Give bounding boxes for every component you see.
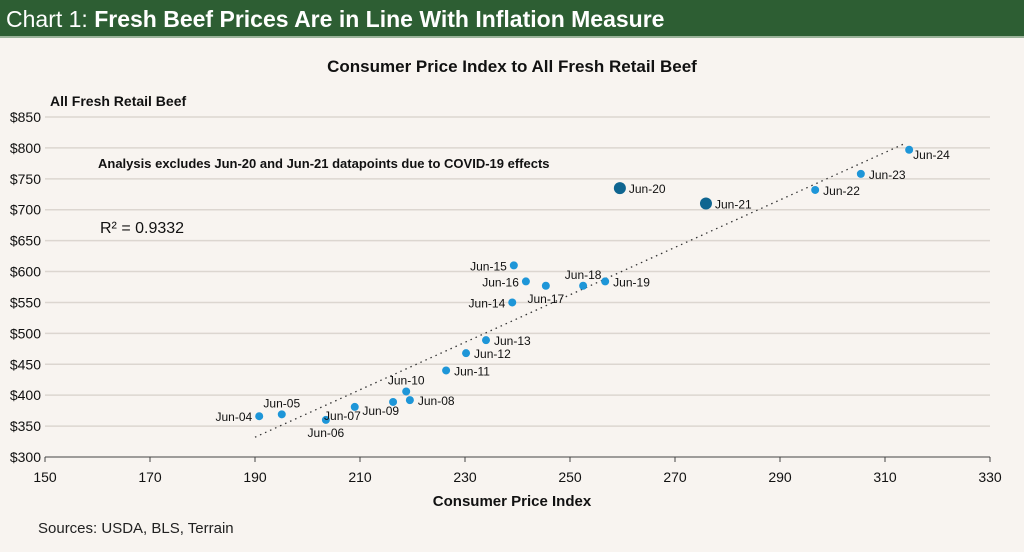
x-tick-label: 210 xyxy=(348,469,372,485)
data-point xyxy=(856,169,865,178)
data-label: Jun-24 xyxy=(913,148,950,162)
sources-note: Sources: USDA, BLS, Terrain xyxy=(38,520,234,537)
chart-title: Consumer Price Index to All Fresh Retail… xyxy=(327,57,697,76)
x-tick-label: 150 xyxy=(33,469,57,485)
x-tick-label: 190 xyxy=(243,469,267,485)
y-tick-label: $400 xyxy=(10,387,41,403)
data-label: Jun-08 xyxy=(418,394,455,408)
data-point xyxy=(541,281,550,290)
data-label: Jun-16 xyxy=(482,275,519,289)
data-point xyxy=(462,349,471,358)
y-tick-label: $550 xyxy=(10,294,41,310)
y-tick-label: $500 xyxy=(10,325,41,341)
data-label: Jun-10 xyxy=(388,373,425,387)
data-label: Jun-05 xyxy=(263,396,300,410)
y-tick-label: $800 xyxy=(10,140,41,156)
data-label: Jun-09 xyxy=(362,404,399,418)
x-axis-label: Consumer Price Index xyxy=(433,493,592,510)
x-tick-label: 250 xyxy=(558,469,582,485)
r-squared-label: R² = 0.9332 xyxy=(100,220,184,237)
data-point xyxy=(508,298,517,307)
y-tick-label: $650 xyxy=(10,233,41,249)
data-point xyxy=(509,261,518,270)
data-point xyxy=(613,182,626,195)
data-point xyxy=(255,412,264,421)
y-tick-label: $600 xyxy=(10,264,41,280)
chart-headline: Fresh Beef Prices Are in Line With Infla… xyxy=(94,6,665,32)
data-label: Jun-23 xyxy=(869,168,906,182)
x-tick-label: 270 xyxy=(663,469,687,485)
data-point xyxy=(405,396,414,405)
data-point xyxy=(442,366,451,375)
y-tick-label: $350 xyxy=(10,418,41,434)
data-label: Jun-21 xyxy=(715,198,752,212)
data-label: Jun-20 xyxy=(629,182,666,196)
y-tick-label: $700 xyxy=(10,202,41,218)
x-tick-label: 290 xyxy=(768,469,792,485)
chart-header: Chart 1: Fresh Beef Prices Are in Line W… xyxy=(0,0,1024,38)
x-tick-label: 170 xyxy=(138,469,162,485)
data-label: Jun-14 xyxy=(469,296,506,310)
data-label: Jun-18 xyxy=(565,268,602,282)
data-label: Jun-06 xyxy=(308,426,345,440)
annotation-note: Analysis excludes Jun-20 and Jun-21 data… xyxy=(98,156,550,171)
data-label: Jun-12 xyxy=(474,347,511,361)
x-tick-label: 330 xyxy=(978,469,1002,485)
data-point xyxy=(905,145,914,154)
data-label: Jun-07 xyxy=(324,409,361,423)
data-point xyxy=(350,402,359,411)
data-point xyxy=(601,277,610,286)
x-tick-label: 230 xyxy=(453,469,477,485)
data-point xyxy=(389,397,398,406)
data-point xyxy=(699,197,712,210)
data-label: Jun-17 xyxy=(527,292,564,306)
x-tick-label: 310 xyxy=(873,469,897,485)
data-label: Jun-15 xyxy=(470,259,507,273)
data-point xyxy=(277,410,286,419)
y-tick-label: $300 xyxy=(10,449,41,465)
trendline xyxy=(254,142,907,438)
chart-number: Chart 1: xyxy=(6,6,95,32)
data-point xyxy=(521,277,530,286)
data-label: Jun-04 xyxy=(215,410,252,424)
data-point xyxy=(811,185,820,194)
data-label: Jun-22 xyxy=(823,184,860,198)
y-tick-label: $850 xyxy=(10,109,41,125)
y-axis-label: All Fresh Retail Beef xyxy=(50,93,186,109)
data-point xyxy=(579,281,588,290)
data-point xyxy=(402,387,411,396)
data-point xyxy=(482,336,490,345)
data-label: Jun-11 xyxy=(454,364,490,378)
y-tick-label: $450 xyxy=(10,356,41,372)
data-label: Jun-13 xyxy=(494,334,531,348)
data-point xyxy=(321,415,330,424)
y-tick-label: $750 xyxy=(10,171,41,187)
data-label: Jun-19 xyxy=(613,275,650,289)
